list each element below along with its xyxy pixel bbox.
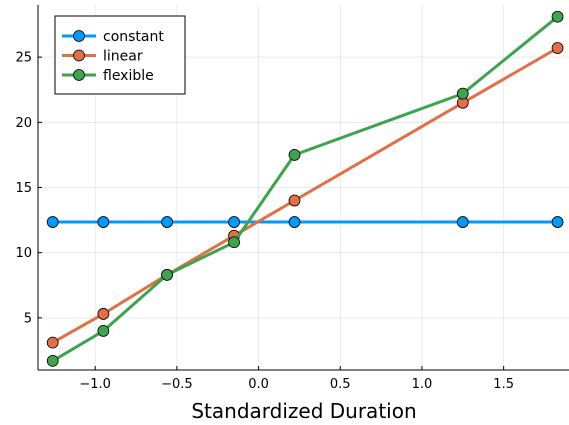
data-point-flexible	[288, 149, 301, 161]
legend-item-linear: linear	[62, 49, 143, 65]
y-tick-label: 20	[15, 116, 32, 131]
data-point-flexible	[228, 236, 240, 249]
data-point-constant	[551, 216, 564, 228]
x-tick-label: 0.0	[248, 377, 269, 392]
legend-label: linear	[103, 49, 143, 65]
data-point-linear	[97, 308, 110, 320]
data-point-linear	[551, 42, 564, 54]
x-tick-label: −1.0	[79, 377, 111, 392]
data-point-flexible	[161, 268, 173, 281]
data-point-constant	[288, 216, 301, 228]
legend-item-flexible: flexible	[62, 68, 154, 84]
legend-item-constant: constant	[62, 29, 164, 45]
y-tick-label: 15	[15, 181, 32, 196]
series-layer	[46, 10, 564, 367]
data-point-flexible	[97, 324, 110, 337]
data-point-constant	[228, 216, 240, 228]
legend-label: constant	[103, 29, 164, 45]
legend-swatch-marker	[73, 69, 85, 81]
data-point-constant	[456, 216, 469, 228]
legend-label: flexible	[103, 68, 154, 84]
data-point-constant	[97, 216, 110, 228]
data-point-flexible	[551, 10, 564, 23]
y-tick-label: 5	[24, 311, 32, 326]
legend-swatch-marker	[73, 49, 85, 62]
x-tick-label: 1.0	[412, 377, 433, 392]
legend: constant linear flexible	[54, 15, 186, 95]
y-tick-label: 25	[15, 51, 32, 66]
x-tick-label: 0.5	[330, 377, 351, 392]
data-point-linear	[288, 194, 301, 207]
x-axis-title: Standardized Duration	[191, 399, 416, 423]
legend-swatch-marker	[73, 30, 85, 42]
data-point-constant	[46, 216, 59, 228]
axes-layer: −1.0 −0.5 0.0 0.5 1.0 1.5 5 10 15 20 25	[15, 5, 569, 392]
x-tick-label: 1.5	[493, 377, 514, 392]
x-tick-label: −0.5	[161, 377, 193, 392]
data-point-linear	[46, 336, 59, 349]
data-point-flexible	[46, 354, 59, 367]
data-point-flexible	[456, 87, 469, 100]
legend-items: constant linear flexible	[62, 29, 164, 84]
y-tick-label: 10	[15, 246, 32, 261]
series-flexible	[46, 10, 564, 367]
series-constant	[46, 216, 564, 228]
data-point-constant	[161, 216, 173, 228]
